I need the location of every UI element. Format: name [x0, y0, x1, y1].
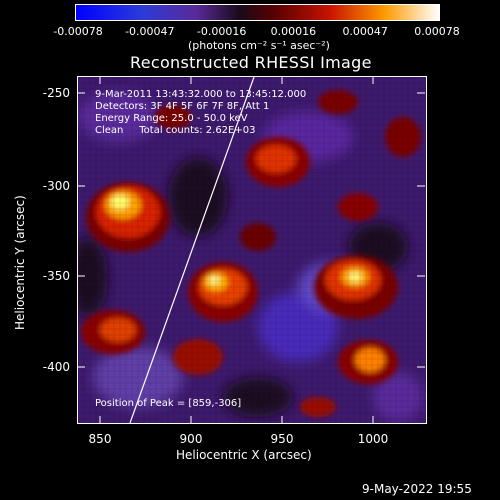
solar-limb-line	[129, 77, 255, 423]
colorbar-tick: -0.00016	[196, 25, 247, 38]
plot-title: Reconstructed RHESSI Image	[130, 53, 372, 72]
overlay-energy: Energy Range: 25.0 - 50.0 keV	[95, 113, 248, 124]
xtick: 950	[270, 432, 294, 446]
plot-date: 9-May-2022 19:55	[362, 482, 472, 496]
overlay-peak-position: Position of Peak = [859,-306]	[95, 398, 242, 409]
xtick: 1000	[357, 432, 389, 446]
rhessi-image	[77, 76, 427, 424]
colorbar-tick: 0.00078	[414, 25, 460, 38]
image-canvas	[78, 77, 426, 423]
colorbar-units: (photons cm⁻² s⁻¹ asec⁻²)	[188, 39, 330, 52]
colorbar-tick: 0.00047	[342, 25, 388, 38]
colorbar-tick: -0.00047	[125, 25, 175, 38]
ytick: -400	[42, 360, 70, 374]
overlay-detectors: Detectors: 3F 4F 5F 6F 7F 8F, Att 1	[95, 101, 270, 112]
colorbar-tick: -0.00078	[53, 25, 103, 38]
ytick: -250	[42, 86, 70, 100]
colorbar-tick: 0.00016	[270, 25, 317, 38]
colorbar	[75, 4, 440, 21]
overlay-time-range: 9-Mar-2011 13:43:32.000 to 13:45:12.000	[95, 89, 307, 100]
colorbar-gradient	[76, 5, 439, 20]
x-axis-label: Heliocentric X (arcsec)	[176, 448, 312, 462]
xtick: 850	[88, 432, 112, 446]
ytick: -300	[42, 179, 70, 193]
overlay-clean: Clean Total counts: 2.62E+03	[95, 125, 256, 136]
xtick: 900	[179, 432, 203, 446]
y-axis-label: Heliocentric Y (arcsec)	[13, 195, 27, 330]
ytick: -350	[42, 269, 70, 283]
axis-tick-marks	[77, 76, 425, 424]
